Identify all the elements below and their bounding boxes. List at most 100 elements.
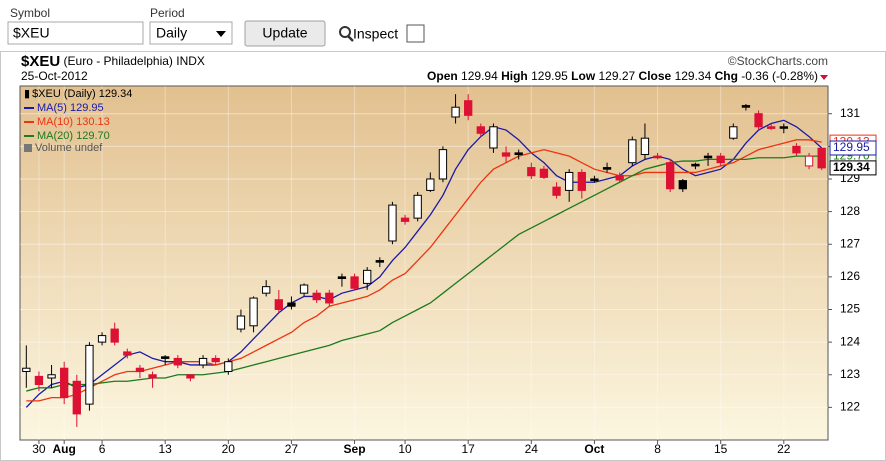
candle-body (767, 126, 776, 129)
marks (22, 94, 826, 427)
price-tag-label: 129.95 (833, 140, 870, 154)
plot-area (19, 85, 829, 441)
change-arrow (820, 75, 828, 80)
candle-body (186, 374, 195, 379)
candle-body (792, 145, 801, 154)
period-value: Daily (156, 25, 187, 41)
candle-body (590, 178, 599, 182)
y-tick-label: 122 (840, 400, 860, 414)
toolbar (0, 0, 886, 50)
candle-body (34, 375, 44, 386)
price-tag-label: 129.34 (833, 160, 870, 174)
candle-body (135, 367, 145, 372)
legend-entry: Volume undef (35, 142, 103, 154)
candle-body (60, 367, 69, 399)
quote-value: 129.27 (599, 69, 636, 83)
x-tick-label: 8 (654, 442, 661, 456)
y-tick-label: 123 (840, 367, 860, 381)
candle-body (640, 137, 650, 156)
title-exchange: INDX (176, 54, 205, 68)
candle-body (666, 162, 675, 190)
chart-date: 25-Oct-2012 (21, 69, 88, 83)
quote-label: Chg (715, 69, 738, 83)
quote-label: High (501, 69, 528, 83)
candle-body (161, 356, 170, 359)
x-tick-label: 27 (285, 442, 299, 456)
y-tick-label: 125 (840, 302, 860, 316)
x-tick-label: 6 (99, 442, 106, 456)
chart-title: $XEU (Euro - Philadelphia) INDX (21, 53, 205, 70)
update-button[interactable] (244, 20, 326, 47)
price-tag (829, 140, 877, 156)
candle-body (552, 186, 561, 196)
quote-value: 129.94 (461, 69, 498, 83)
quote-label: Low (571, 69, 596, 83)
inspect-icon-handle (347, 35, 354, 42)
candle-body (375, 260, 384, 263)
candle-body (274, 299, 283, 310)
candle-body (817, 147, 826, 169)
axes: 12212312412512612712812913013130Aug61320… (32, 106, 877, 456)
y-tick-label: 126 (840, 269, 860, 283)
y-tick-label: 128 (840, 204, 860, 218)
price-tag (829, 160, 877, 176)
candle-body (678, 180, 687, 190)
candle-body (565, 171, 574, 191)
inspect-label: Inspect (353, 26, 398, 42)
candle-body (804, 155, 814, 167)
candle-body (501, 152, 511, 157)
candle-body (97, 335, 107, 343)
candle-body (123, 351, 132, 356)
candle-body (754, 113, 763, 128)
candle-body (413, 194, 422, 219)
quote-value: -0.36 (-0.28%) (741, 69, 818, 83)
candle-body (312, 292, 321, 301)
select-arrow (216, 31, 226, 37)
x-tick-label: Sep (344, 442, 366, 456)
candle-body (72, 380, 81, 415)
candle-body (388, 204, 397, 242)
candle-body (224, 361, 233, 372)
x-tick-label: Oct (584, 442, 604, 456)
legend-value: 129.34 (99, 88, 133, 100)
x-tick-label: 10 (398, 442, 412, 456)
legend-name: MA(10) (37, 116, 73, 128)
candle-body (464, 100, 473, 116)
symbol-input[interactable] (7, 21, 144, 45)
candle-body (628, 139, 637, 164)
x-tick-label: 17 (462, 442, 476, 456)
candle-body (173, 357, 182, 366)
x-tick-label: 15 (714, 442, 728, 456)
quote-label: Open (427, 69, 458, 83)
candle-body (653, 155, 662, 159)
candle-body (426, 178, 435, 191)
ma-line (26, 155, 822, 392)
legend-value: 129.70 (76, 130, 110, 142)
candle-body (438, 149, 448, 180)
period-select[interactable] (149, 21, 233, 45)
x-tick-label: 22 (777, 442, 791, 456)
candle-body (691, 163, 700, 167)
candle-body (47, 374, 56, 379)
candle-body (615, 175, 624, 181)
candle-body (85, 344, 94, 405)
candle-body (539, 168, 549, 178)
legend: ▮ $XEU (Daily) 129.34 MA(5) 129.95 MA(10) 1… (24, 88, 132, 154)
candle-body (350, 276, 359, 289)
candle-body (514, 152, 523, 156)
candle-body (779, 126, 788, 129)
candle-body (489, 126, 498, 149)
symbol-value: $XEU (13, 25, 50, 41)
symbol-label: Symbol (10, 6, 50, 20)
candle-body (211, 357, 220, 363)
candle-body (236, 315, 246, 330)
candle-body (451, 106, 460, 118)
candle-body (110, 328, 119, 343)
legend-name: MA(20) (37, 130, 73, 142)
inspect-checkbox[interactable] (406, 24, 425, 43)
legend-entry: MA(10) 130.13 (37, 116, 110, 128)
x-tick-label: 13 (159, 442, 173, 456)
ma-line (26, 139, 822, 402)
candle-body (577, 171, 586, 191)
